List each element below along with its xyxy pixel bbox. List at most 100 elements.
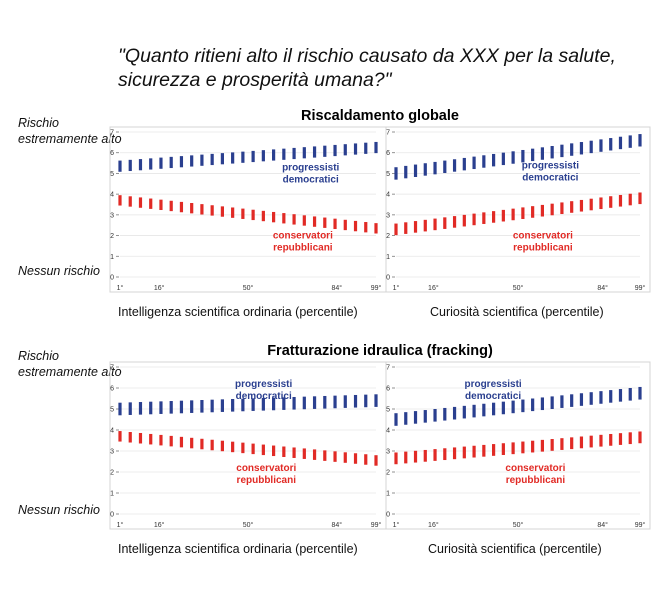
x-tick-label-r1c2: 99° xyxy=(635,284,646,292)
conservatori-bar-r1c2 xyxy=(570,201,574,213)
conservatori-bar-r2c1 xyxy=(169,435,173,447)
conservatori-bar-r2c1 xyxy=(333,451,337,462)
conservatori-bar-r1c2 xyxy=(638,192,642,205)
conservatori-bar-r2c1 xyxy=(312,449,317,460)
progressisti-bar-r1c2 xyxy=(413,164,418,177)
y-tick-label-r2c2: 7 xyxy=(386,365,390,372)
progressisti-bar-r1c1 xyxy=(138,159,143,171)
conservatori-bar-r2c2 xyxy=(560,438,564,450)
panel-title-row2: Fratturazione idraulica (fracking) xyxy=(267,343,493,359)
legend-progressisti-r2c1: progressisti xyxy=(235,379,292,390)
progressisti-bar-r2c2 xyxy=(423,410,427,423)
y-tick-label-r2c1: 7 xyxy=(110,365,114,372)
legend-conservatori-r2c2: repubblicani xyxy=(506,475,566,486)
progressisti-bar-r2c1 xyxy=(231,399,235,412)
progressisti-bar-r2c2 xyxy=(452,406,457,420)
progressisti-bar-r1c1 xyxy=(149,158,153,170)
progressisti-bar-r1c1 xyxy=(343,144,347,156)
x-axis-label-r2c1: Intelligenza scientifica ordinaria (perc… xyxy=(118,542,358,556)
progressisti-bar-r1c1 xyxy=(231,152,235,164)
x-tick-label-r2c1: 99° xyxy=(371,521,382,529)
y-bottom-label-row1: Nessun rischio xyxy=(18,264,100,278)
y-tick-label-r1c2: 5 xyxy=(386,171,390,178)
progressisti-bar-r2c1 xyxy=(374,394,378,407)
y-tick-label-r1c1: 2 xyxy=(110,233,114,240)
x-tick-label-r1c1: 84° xyxy=(332,284,343,292)
conservatori-bar-r2c1 xyxy=(261,444,265,456)
progressisti-bar-r1c2 xyxy=(423,163,427,176)
progressisti-bar-r1c1 xyxy=(323,145,327,157)
progressisti-bar-r1c1 xyxy=(220,153,224,165)
conservatori-bar-r1c1 xyxy=(302,215,306,226)
conservatori-bar-r1c2 xyxy=(472,213,476,226)
x-tick-label-r2c2: 84° xyxy=(597,521,608,529)
legend-progressisti-r1c2: democratici xyxy=(522,172,578,183)
conservatori-bar-r2c2 xyxy=(531,440,535,453)
progressisti-bar-r2c2 xyxy=(443,407,447,421)
progressisti-bar-r1c2 xyxy=(560,144,564,158)
x-tick-label-r2c1: 50° xyxy=(243,521,254,529)
progressisti-bar-r2c1 xyxy=(251,398,255,411)
conservatori-bar-r2c1 xyxy=(210,439,214,451)
conservatori-bar-r1c1 xyxy=(169,200,173,212)
x-tick-label-r1c2: 84° xyxy=(597,284,608,292)
legend-conservatori-r1c1: conservatori xyxy=(273,231,333,242)
x-axis-label-r1c1: Intelligenza scientifica ordinaria (perc… xyxy=(118,305,358,319)
conservatori-bar-r2c1 xyxy=(190,437,194,449)
progressisti-bar-r1c1 xyxy=(251,150,255,163)
progressisti-bar-r1c1 xyxy=(353,143,358,155)
conservatori-bar-r1c1 xyxy=(282,213,286,224)
progressisti-bar-r2c1 xyxy=(200,400,204,413)
y-tick-label-r2c2: 4 xyxy=(386,428,390,435)
conservatori-bar-r2c2 xyxy=(628,432,632,445)
conservatori-bar-r1c2 xyxy=(579,199,584,212)
progressisti-bar-r1c1 xyxy=(128,159,132,172)
progressisti-bar-r1c2 xyxy=(443,160,447,174)
conservatori-bar-r1c1 xyxy=(343,219,347,231)
conservatori-bar-r1c2 xyxy=(589,198,593,211)
conservatori-bar-r2c1 xyxy=(231,441,235,453)
x-tick-label-r2c2: 99° xyxy=(635,521,646,529)
legend-progressisti-r1c2: progressisti xyxy=(522,160,579,171)
progressisti-bar-r1c2 xyxy=(628,135,632,148)
progressisti-bar-r1c2 xyxy=(540,147,544,160)
y-tick-label-r1c1: 3 xyxy=(110,212,114,219)
conservatori-bar-r1c2 xyxy=(394,223,398,236)
conservatori-bar-r2c2 xyxy=(492,444,496,456)
conservatori-bar-r2c2 xyxy=(394,452,398,465)
legend-progressisti-r2c2: democratici xyxy=(465,391,521,402)
y-tick-label-r2c1: 3 xyxy=(110,449,114,456)
progressisti-bar-r1c2 xyxy=(482,155,486,168)
progressisti-bar-r2c2 xyxy=(394,413,398,426)
conservatori-bar-r2c1 xyxy=(159,434,163,446)
y-tick-label-r1c2: 0 xyxy=(386,275,390,282)
progressisti-bar-r2c2 xyxy=(618,389,623,402)
conservatori-bar-r2c2 xyxy=(404,451,408,464)
progressisti-bar-r1c2 xyxy=(638,134,642,147)
progressisti-bar-r1c2 xyxy=(452,159,457,172)
conservatori-bar-r1c2 xyxy=(492,211,496,223)
progressisti-bar-r1c2 xyxy=(550,146,554,159)
progressisti-bar-r1c1 xyxy=(282,148,286,160)
progressisti-bar-r1c2 xyxy=(433,161,437,175)
conservatori-bar-r2c1 xyxy=(374,455,378,466)
panel-frame-r1c2 xyxy=(385,126,651,293)
y-tick-label-r2c2: 2 xyxy=(386,470,390,477)
progressisti-bar-r1c2 xyxy=(394,167,398,180)
x-axis-label-r1c2: Curiosità scientifica (percentile) xyxy=(430,305,604,319)
progressisti-bar-r2c1 xyxy=(210,399,214,413)
conservatori-bar-r2c2 xyxy=(443,448,447,461)
y-tick-label-r2c1: 5 xyxy=(110,407,114,414)
panel-title-row1: Riscaldamento globale xyxy=(301,108,459,124)
legend-conservatori-r2c1: conservatori xyxy=(236,463,296,474)
conservatori-bar-r2c2 xyxy=(433,449,437,461)
conservatori-bar-r2c2 xyxy=(511,442,515,455)
x-tick-label-r1c1: 99° xyxy=(371,284,382,292)
progressisti-bar-r2c1 xyxy=(364,394,368,408)
progressisti-bar-r2c1 xyxy=(128,402,132,415)
conservatori-bar-r2c2 xyxy=(599,434,603,447)
progressisti-bar-r2c1 xyxy=(261,397,265,411)
conservatori-bar-r1c2 xyxy=(462,214,466,227)
progressisti-bar-r2c2 xyxy=(472,404,476,418)
